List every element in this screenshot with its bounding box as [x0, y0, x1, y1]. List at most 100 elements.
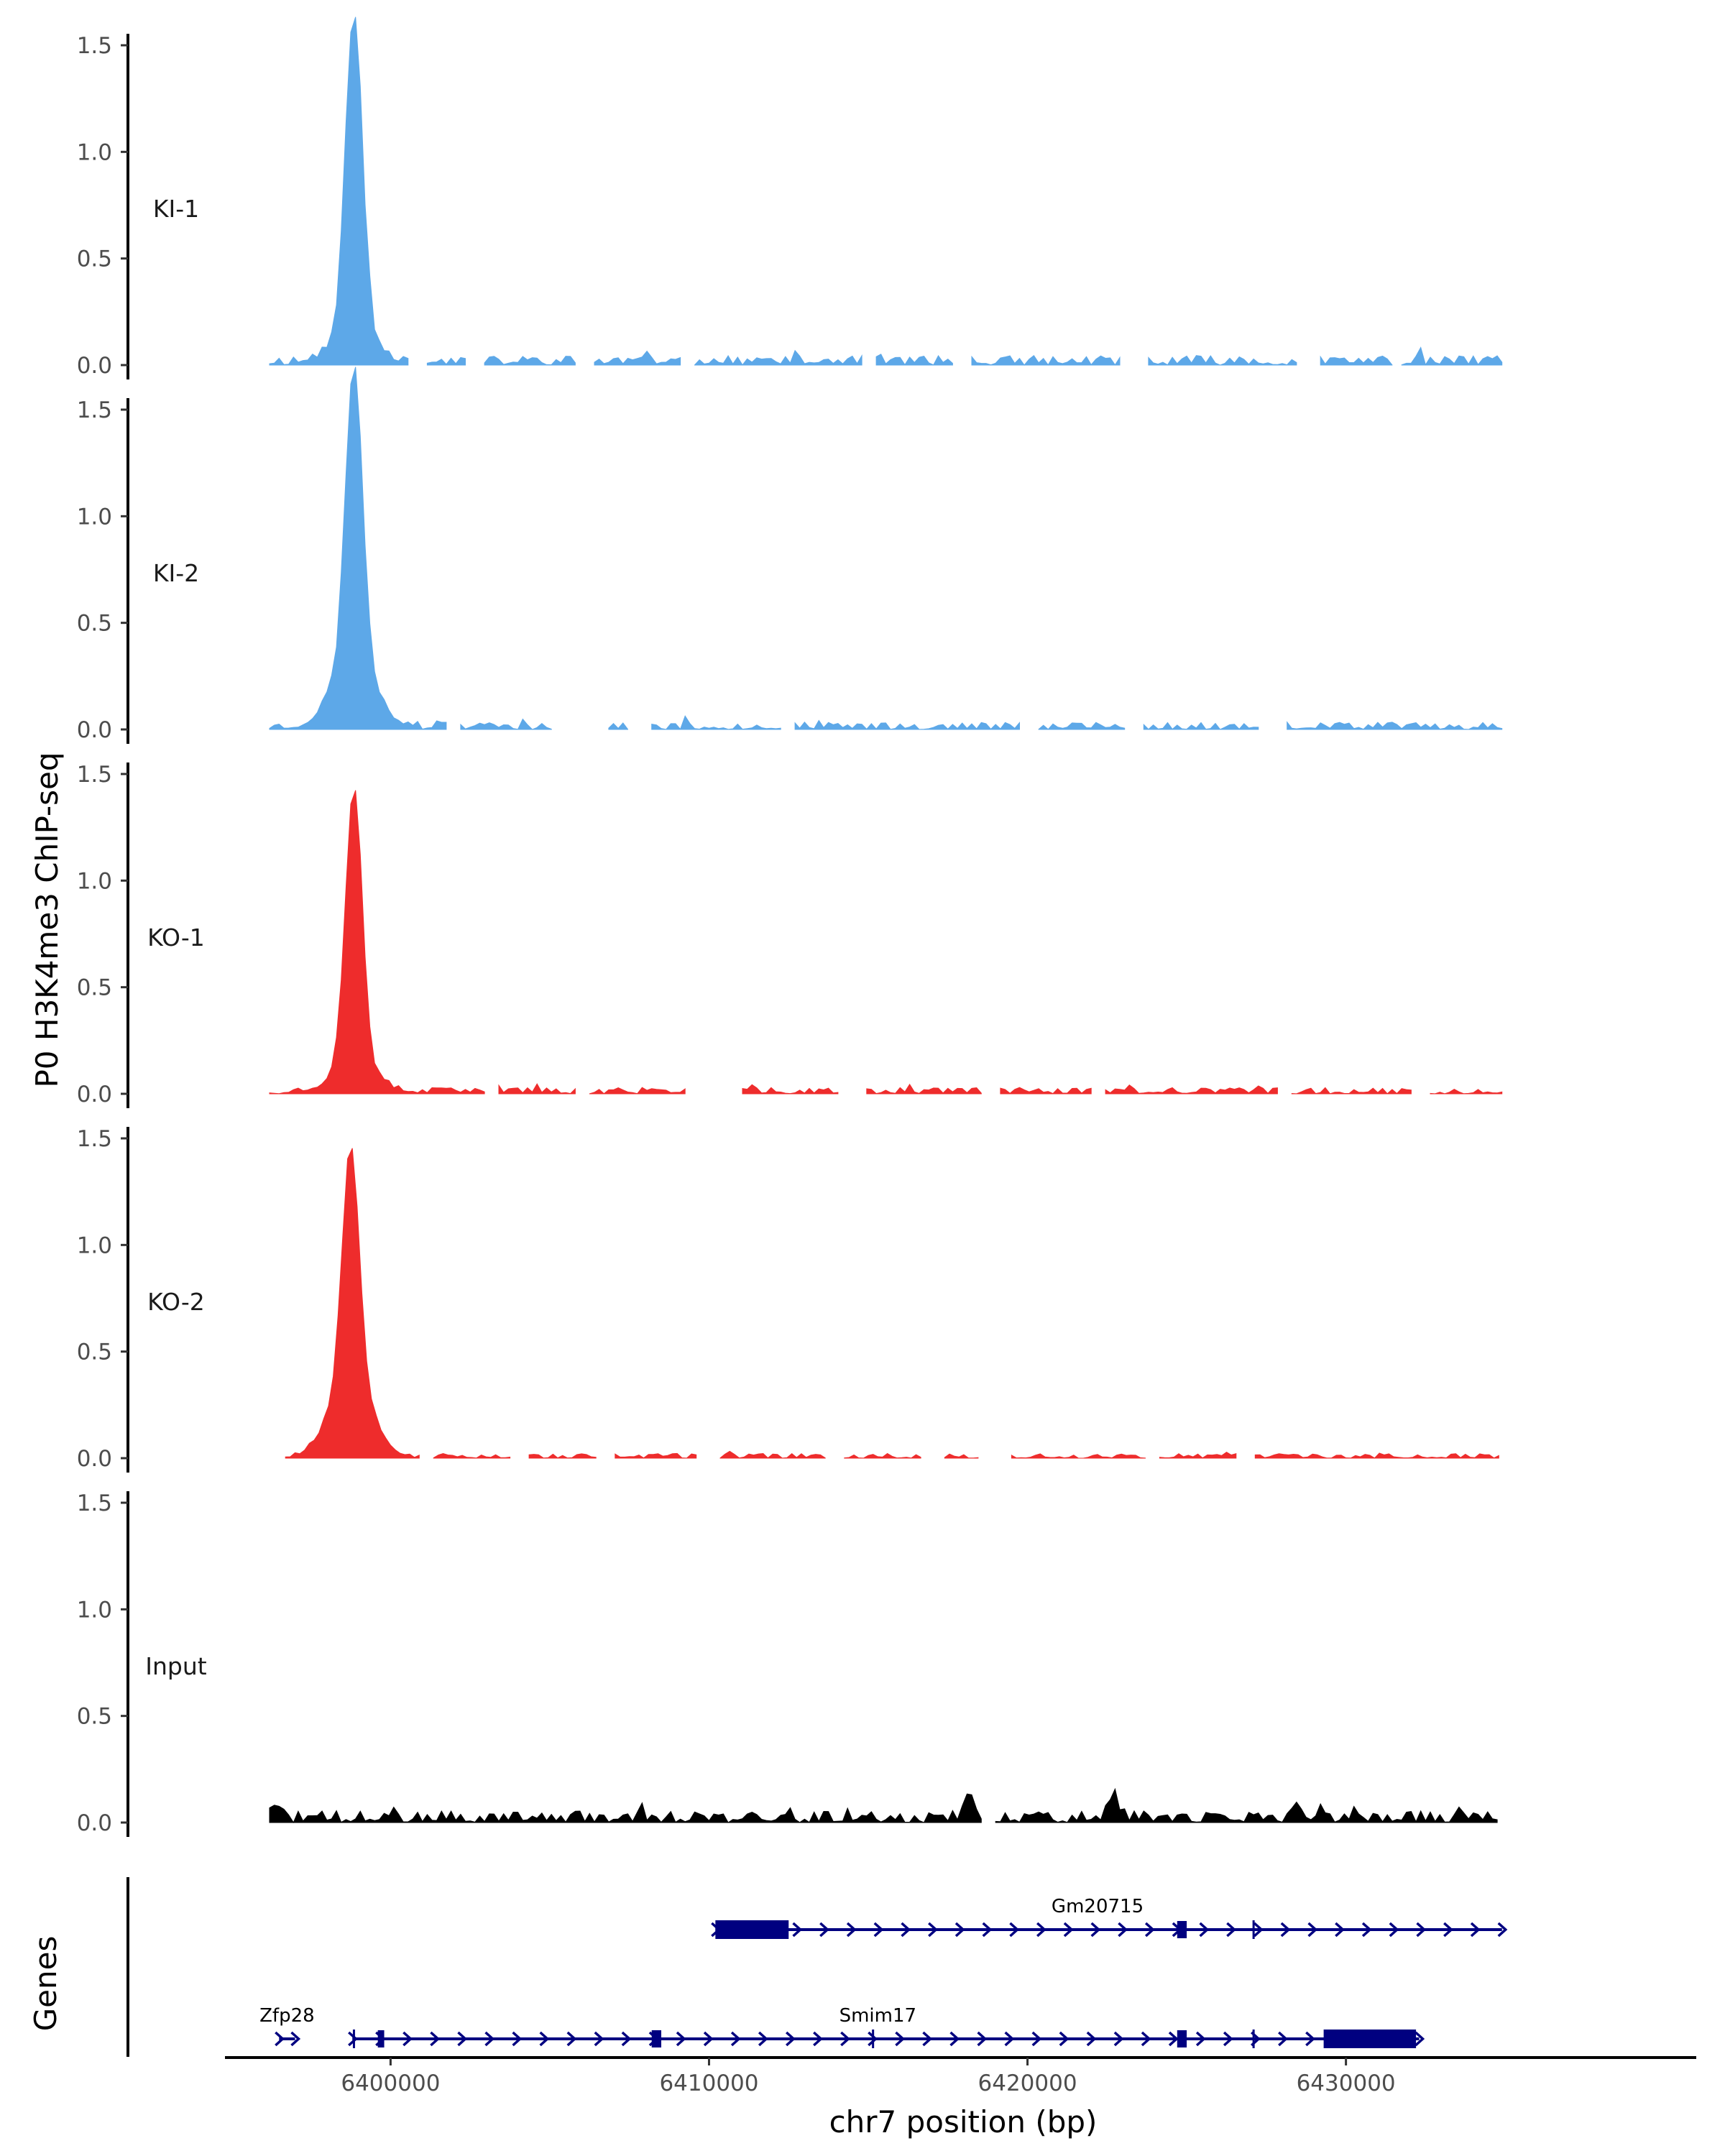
gene-label: Smim17 — [840, 2005, 916, 2027]
strand-arrow — [484, 2031, 495, 2047]
strand-arrow — [1113, 2031, 1124, 2047]
signal-area-ki-1 — [269, 17, 1503, 366]
exon — [1177, 1921, 1187, 1938]
gene-zfp28: Zfp28 — [259, 2005, 315, 2047]
y-tick-label: 0.0 — [77, 717, 112, 743]
strand-arrow — [819, 1922, 829, 1938]
strand-arrow — [846, 1922, 857, 1938]
strand-arrow — [813, 2031, 823, 2047]
y-tick-label: 1.5 — [77, 762, 112, 788]
y-tick-label: 0.5 — [77, 975, 112, 1001]
strand-arrow — [1036, 1922, 1046, 1938]
strand-arrow — [1141, 2031, 1151, 2047]
strand-arrow — [1199, 1922, 1210, 1938]
strand-arrow — [1335, 1922, 1345, 1938]
y-tick-label: 1.0 — [77, 1233, 112, 1258]
y-tick-label: 0.5 — [77, 1340, 112, 1365]
strand-arrow — [928, 1922, 938, 1938]
y-tick-label: 1.5 — [77, 33, 112, 59]
strand-arrow — [1063, 1922, 1074, 1938]
strand-arrow — [566, 2031, 577, 2047]
strand-arrow — [785, 2031, 796, 2047]
strand-arrow — [676, 2031, 686, 2047]
strand-arrow — [512, 2031, 523, 2047]
x-axis-title: chr7 position (bp) — [829, 2104, 1098, 2139]
y-tick-label: 0.0 — [77, 1082, 112, 1107]
strand-arrow — [594, 2031, 604, 2047]
y-axis-title: P0 H3K4me3 ChIP-seq — [29, 752, 65, 1087]
strand-arrow — [1305, 2031, 1315, 2047]
strand-arrow — [621, 2031, 632, 2047]
strand-arrow — [1389, 1922, 1399, 1938]
strand-arrow — [1470, 1922, 1481, 1938]
y-tick-label: 1.0 — [77, 1597, 112, 1623]
strand-arrow — [730, 2031, 741, 2047]
gene-label: Zfp28 — [259, 2005, 315, 2027]
strand-arrow — [1223, 2031, 1233, 2047]
strand-arrow — [1497, 1922, 1508, 1938]
genes-axis-title: Genes — [28, 1936, 63, 2032]
strand-arrow — [1195, 2031, 1206, 2047]
strand-arrow — [703, 2031, 714, 2047]
strand-arrow — [1307, 1922, 1318, 1938]
x-tick-label: 6410000 — [659, 2070, 758, 2096]
y-tick-label: 1.5 — [77, 1491, 112, 1516]
signal-area-ko-1 — [269, 790, 1503, 1095]
y-tick-label: 1.5 — [77, 397, 112, 423]
strand-arrow — [840, 2031, 850, 2047]
strand-arrow — [982, 1922, 993, 1938]
gene-smim17: Smim17 — [348, 2005, 1425, 2048]
y-tick-label: 1.0 — [77, 868, 112, 894]
y-tick-label: 1.0 — [77, 504, 112, 530]
y-tick-label: 0.5 — [77, 611, 112, 637]
track-ki-1: 0.0 0.5 1.0 1.5 KI-1 — [77, 17, 1503, 379]
strand-arrow — [1031, 2031, 1042, 2047]
x-tick-label: 6420000 — [978, 2070, 1077, 2096]
strand-arrow — [1443, 1922, 1453, 1938]
y-tick-label: 0.0 — [77, 353, 112, 379]
track-label: KO-2 — [147, 1288, 205, 1316]
strand-arrow — [457, 2031, 468, 2047]
strand-arrow — [1090, 1922, 1101, 1938]
gene-gm20715: Gm20715 — [711, 1896, 1508, 1939]
signal-tracks: 0.0 0.5 1.0 1.5 KI-1 0.0 0.5 1.0 1.5 KI-2 0.0 0.5 1.… — [77, 17, 1503, 1837]
track-label: KI-1 — [153, 195, 199, 223]
gene-label: Gm20715 — [1052, 1896, 1144, 1917]
exon — [715, 1920, 789, 1939]
x-tick-label: 6430000 — [1297, 2070, 1396, 2096]
y-tick-label: 0.5 — [77, 1704, 112, 1730]
strand-arrow — [1004, 2031, 1015, 2047]
signal-area-ki-2 — [269, 367, 1503, 730]
strand-arrow — [1280, 1922, 1291, 1938]
strand-arrow — [1278, 2031, 1288, 2047]
strand-arrow — [977, 2031, 988, 2047]
strand-arrow — [275, 2031, 285, 2047]
strand-arrow — [1253, 1922, 1264, 1938]
strand-arrow — [792, 1922, 803, 1938]
strand-arrow — [901, 1922, 911, 1938]
strand-arrow — [1144, 1922, 1155, 1938]
strand-arrow — [1168, 2031, 1179, 2047]
y-tick-label: 0.0 — [77, 1810, 112, 1836]
track-ki-2: 0.0 0.5 1.0 1.5 KI-2 — [77, 367, 1503, 744]
signal-area-ko-2 — [285, 1148, 1499, 1459]
strand-arrow — [402, 2031, 413, 2047]
strand-arrow — [1009, 1922, 1020, 1938]
strand-arrow — [1059, 2031, 1070, 2047]
y-tick-label: 1.5 — [77, 1126, 112, 1152]
strand-arrow — [1361, 1922, 1372, 1938]
track-ko-1: 0.0 0.5 1.0 1.5 KO-1 — [77, 762, 1503, 1108]
strand-arrow — [430, 2031, 441, 2047]
track-label: KI-2 — [153, 559, 199, 587]
track-ko-2: 0.0 0.5 1.0 1.5 KO-2 — [77, 1126, 1499, 1473]
strand-arrow — [758, 2031, 768, 2047]
y-tick-label: 1.0 — [77, 139, 112, 165]
track-label: KO-1 — [147, 923, 205, 952]
strand-arrow — [873, 1922, 884, 1938]
strand-arrow — [949, 2031, 960, 2047]
exon — [1323, 2030, 1417, 2048]
gene-annotation-track: Gm20715 Zfp28 Smim17 — [126, 1877, 1508, 2057]
strand-arrow — [539, 2031, 550, 2047]
strand-arrow — [895, 2031, 906, 2047]
